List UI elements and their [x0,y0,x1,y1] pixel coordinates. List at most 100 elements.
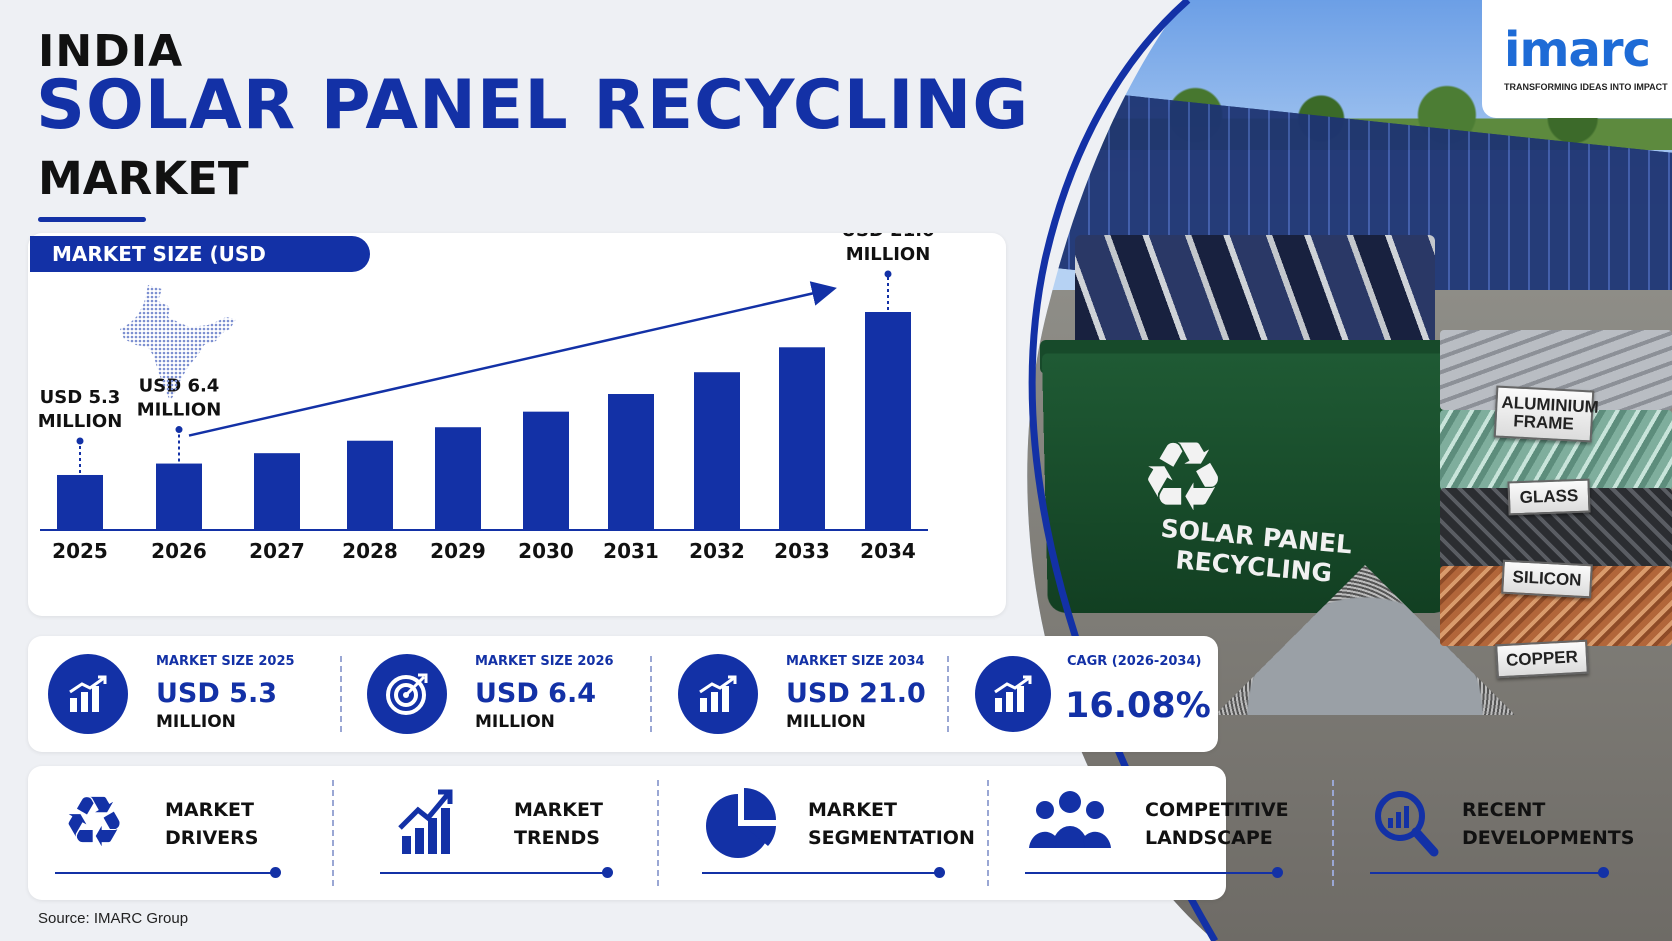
source-note: Source: IMARC Group [38,910,189,927]
kpi-value: USD 5.3 [156,678,278,709]
topic-dot [602,867,613,878]
annotation-dot [884,270,892,278]
kpi-market-size-2025: MARKET SIZE 2025 USD 5.3 MILLION [48,636,338,752]
kpi-market-size-2034: MARKET SIZE 2034 USD 21.0 MILLION [678,636,938,752]
kpi-divider [947,656,949,732]
magnifier-chart-icon [1370,786,1448,857]
kpi-market-size-2026: MARKET SIZE 2026 USD 6.4 MILLION [367,636,637,752]
annotation-dot [175,426,183,434]
data-label: MILLION [137,400,222,421]
trend-chart-icon [380,786,458,856]
tick-label-2028: 2028 [342,539,398,563]
topic-label: MARKET TRENDS [514,799,603,849]
kpi-label: MARKET SIZE 2025 [156,654,295,669]
material-label-copper: COPPER [1495,639,1589,679]
topic-recent-developments[interactable]: RECENT DEVELOPMENTS [1370,766,1634,900]
tick-label-2029: 2029 [430,539,486,563]
kpi-unit: MILLION [475,712,555,732]
bar-2028 [347,440,393,530]
bar-2033 [779,347,825,530]
bin-recycle-icon: ♻ [1140,424,1227,531]
kpi-divider [650,656,652,732]
page-title: SOLAR PANEL RECYCLING [36,66,1030,145]
topic-underline [380,872,608,874]
data-label: USD 6.4 [139,376,220,397]
topic-dot [1272,867,1283,878]
topic-market-trends[interactable]: MARKET TRENDS [380,766,613,900]
tick-label-2032: 2032 [689,539,745,563]
recycle-icon: ♻ [55,781,133,863]
topic-divider [987,780,989,886]
logo-tagline: TRANSFORMING IDEAS INTO IMPACT [1504,82,1668,92]
topic-label: MARKET DRIVERS [165,799,259,849]
topic-dot [270,867,281,878]
bar-chart-icon [975,656,1051,732]
topic-underline [702,872,940,874]
data-label: USD 21.0 [841,233,934,241]
target-icon [367,654,447,734]
material-label-aluminium: ALUMINIUM FRAME [1493,385,1599,443]
tick-label-2033: 2033 [774,539,830,563]
topic-divider [332,780,334,886]
bar-2034 [865,312,911,530]
data-label: USD 5.3 [40,387,121,408]
kpi-cagr: CAGR (2026-2034) 16.08% [975,636,1215,752]
bar-2027 [254,453,300,530]
pie-chart-icon [702,786,780,858]
bar-2030 [523,411,569,530]
tick-label-2026: 2026 [151,539,207,563]
topic-underline [1370,872,1604,874]
tick-label-2030: 2030 [518,539,574,563]
kpi-value: 16.08% [1065,686,1211,726]
chart-title-pill: MARKET SIZE (USD MILLION) [30,236,370,302]
trend-arrow [188,281,837,437]
kpi-label: MARKET SIZE 2034 [786,654,925,669]
bar-chart-icon [48,654,128,734]
topic-dot [934,867,945,878]
bar-2026 [156,463,202,530]
bar-2025 [57,474,103,530]
bar-2031 [608,394,654,530]
bar-chart-icon [678,654,758,734]
people-icon [1025,786,1115,856]
title-country: INDIA [38,26,184,77]
annotation-dot [76,437,84,445]
tick-label-2034: 2034 [860,539,916,563]
topic-underline [1025,872,1278,874]
material-label-silicon: SILICON [1501,559,1593,599]
bar-2032 [694,372,740,530]
kpi-value: USD 21.0 [786,678,926,709]
kpi-label: CAGR (2026-2034) [1067,654,1202,669]
data-label: MILLION [38,411,123,432]
topic-label: MARKET SEGMENTATION [808,799,975,849]
kpi-value: USD 6.4 [475,678,597,709]
data-label: MILLION [846,244,931,265]
kpi-label: MARKET SIZE 2026 [475,654,614,669]
tick-label-2025: 2025 [52,539,108,563]
kpi-unit: MILLION [156,712,236,732]
bar-2029 [435,427,481,530]
market-size-chart: 2025 2026 2027 2028 2029 2030 2031 2032 2033 2034… [38,233,935,563]
imarc-logo: imarc TRANSFORMING IDEAS INTO IMPACT [1482,0,1672,118]
topic-label: RECENT DEVELOPMENTS [1462,799,1635,849]
topic-dot [1598,867,1609,878]
india-map-icon [120,285,236,401]
tick-label-2027: 2027 [249,539,305,563]
topic-market-segmentation[interactable]: MARKET SEGMENTATION [702,766,975,900]
topic-label: COMPETITIVE LANDSCAPE [1145,799,1289,849]
title-subtitle: MARKET [38,152,249,205]
logo-wordmark: imarc [1504,22,1651,78]
topic-divider [657,780,659,886]
kpi-divider [340,656,342,732]
svg-text:♻: ♻ [63,786,126,856]
topics-panel [28,766,1226,900]
chart-panel [28,233,1006,616]
topic-divider [1332,780,1334,886]
material-label-glass: GLASS [1507,478,1591,516]
kpi-unit: MILLION [786,712,866,732]
title-underline [38,217,146,222]
topic-underline [55,872,275,874]
tick-label-2031: 2031 [603,539,659,563]
topic-market-drivers[interactable]: ♻ MARKET DRIVERS [55,766,285,900]
topic-competitive-landscape[interactable]: COMPETITIVE LANDSCAPE [1025,766,1289,900]
